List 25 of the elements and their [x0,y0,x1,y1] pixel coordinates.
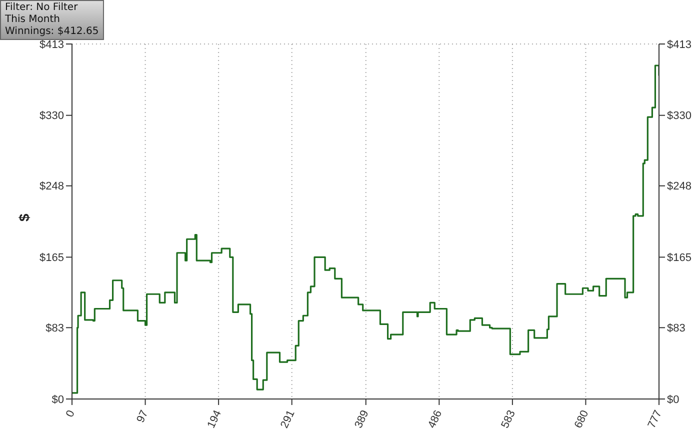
x-tick-label: 389 [352,408,372,430]
x-tick-label: 583 [499,408,518,430]
y2-tick-label: $83 [667,322,686,335]
y-tick-label: $165 [40,252,64,264]
x-tick-label: 291 [278,408,298,430]
y2-tick-label: $413 [667,38,692,51]
y-tick-label: $330 [40,110,64,122]
y-tick-label: $0 [52,394,64,406]
y-tick-label: $83 [46,322,64,335]
x-tick-label: 0 [64,408,78,420]
x-tick-label: 194 [205,408,224,430]
x-tick-label: 486 [426,408,445,430]
text: Winnings: $412.65 [5,26,99,38]
y2-tick-label: $248 [667,180,692,193]
y2-tick-label: $330 [667,110,692,122]
y-tick-label: $248 [40,180,64,193]
x-tick-label: 97 [134,408,151,425]
x-tick-label: 680 [572,408,592,430]
y2-tick-label: $165 [667,252,692,264]
x-tick-label: 777 [646,408,664,430]
y-axis-title: $ [16,214,32,222]
text: This Month [5,14,61,26]
y-tick-label: $413 [40,38,64,51]
y2-tick-label: $0 [667,394,680,406]
text: Filter: No Filter [5,2,79,14]
